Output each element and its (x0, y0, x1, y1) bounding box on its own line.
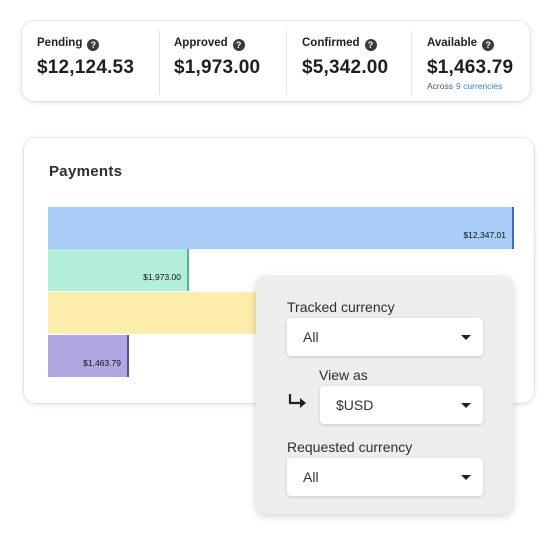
currency-filter-panel: Tracked currency All View as $USD Reques… (256, 276, 513, 514)
stat-value: $5,342.00 (302, 57, 389, 78)
help-icon[interactable]: ? (482, 39, 495, 51)
stat-label: Available? (427, 37, 495, 51)
payment-bar[interactable]: $12,347.01 (48, 207, 514, 249)
help-icon[interactable]: ? (364, 39, 377, 51)
divider (286, 31, 287, 95)
caret-down-icon (461, 475, 471, 480)
payments-title: Payments (49, 163, 123, 180)
currencies-link[interactable]: 9 currencies (455, 81, 503, 91)
payment-bar[interactable]: $1,463.79 (48, 335, 129, 377)
view-as-select[interactable]: $USD (320, 386, 483, 424)
tracked-currency-label: Tracked currency (287, 299, 395, 315)
view-as-label: View as (319, 367, 368, 383)
select-value: All (303, 469, 319, 485)
select-value: $USD (336, 397, 374, 413)
caret-down-icon (461, 403, 471, 408)
requested-currency-select[interactable]: All (287, 458, 483, 496)
bar-value-label: $1,463.79 (83, 358, 121, 368)
stat-value: $12,124.53 (37, 57, 135, 78)
currencies-note: Across 9 currencies (427, 81, 503, 91)
stat-value: $1,973.00 (174, 57, 261, 78)
requested-currency-label: Requested currency (287, 439, 413, 455)
caret-down-icon (461, 335, 471, 340)
divider (411, 31, 412, 95)
stats-card: Pending? $12,124.53 Approved? $1,973.00 … (22, 21, 530, 101)
bar-value-label: $12,347.01 (463, 230, 506, 240)
payment-bar[interactable]: $1,973.00 (48, 249, 189, 291)
stat-label: Pending? (37, 37, 100, 51)
payment-bar[interactable] (48, 292, 282, 334)
help-icon[interactable]: ? (232, 39, 245, 51)
stat-label: Approved? (174, 37, 245, 51)
return-arrow-icon (288, 394, 306, 408)
select-value: All (303, 329, 319, 345)
bar-value-label: $1,973.00 (143, 272, 181, 282)
stat-label: Confirmed? (302, 37, 377, 51)
stat-value: $1,463.79 (427, 57, 514, 78)
help-icon[interactable]: ? (87, 39, 100, 51)
divider (159, 31, 160, 95)
tracked-currency-select[interactable]: All (287, 318, 483, 356)
